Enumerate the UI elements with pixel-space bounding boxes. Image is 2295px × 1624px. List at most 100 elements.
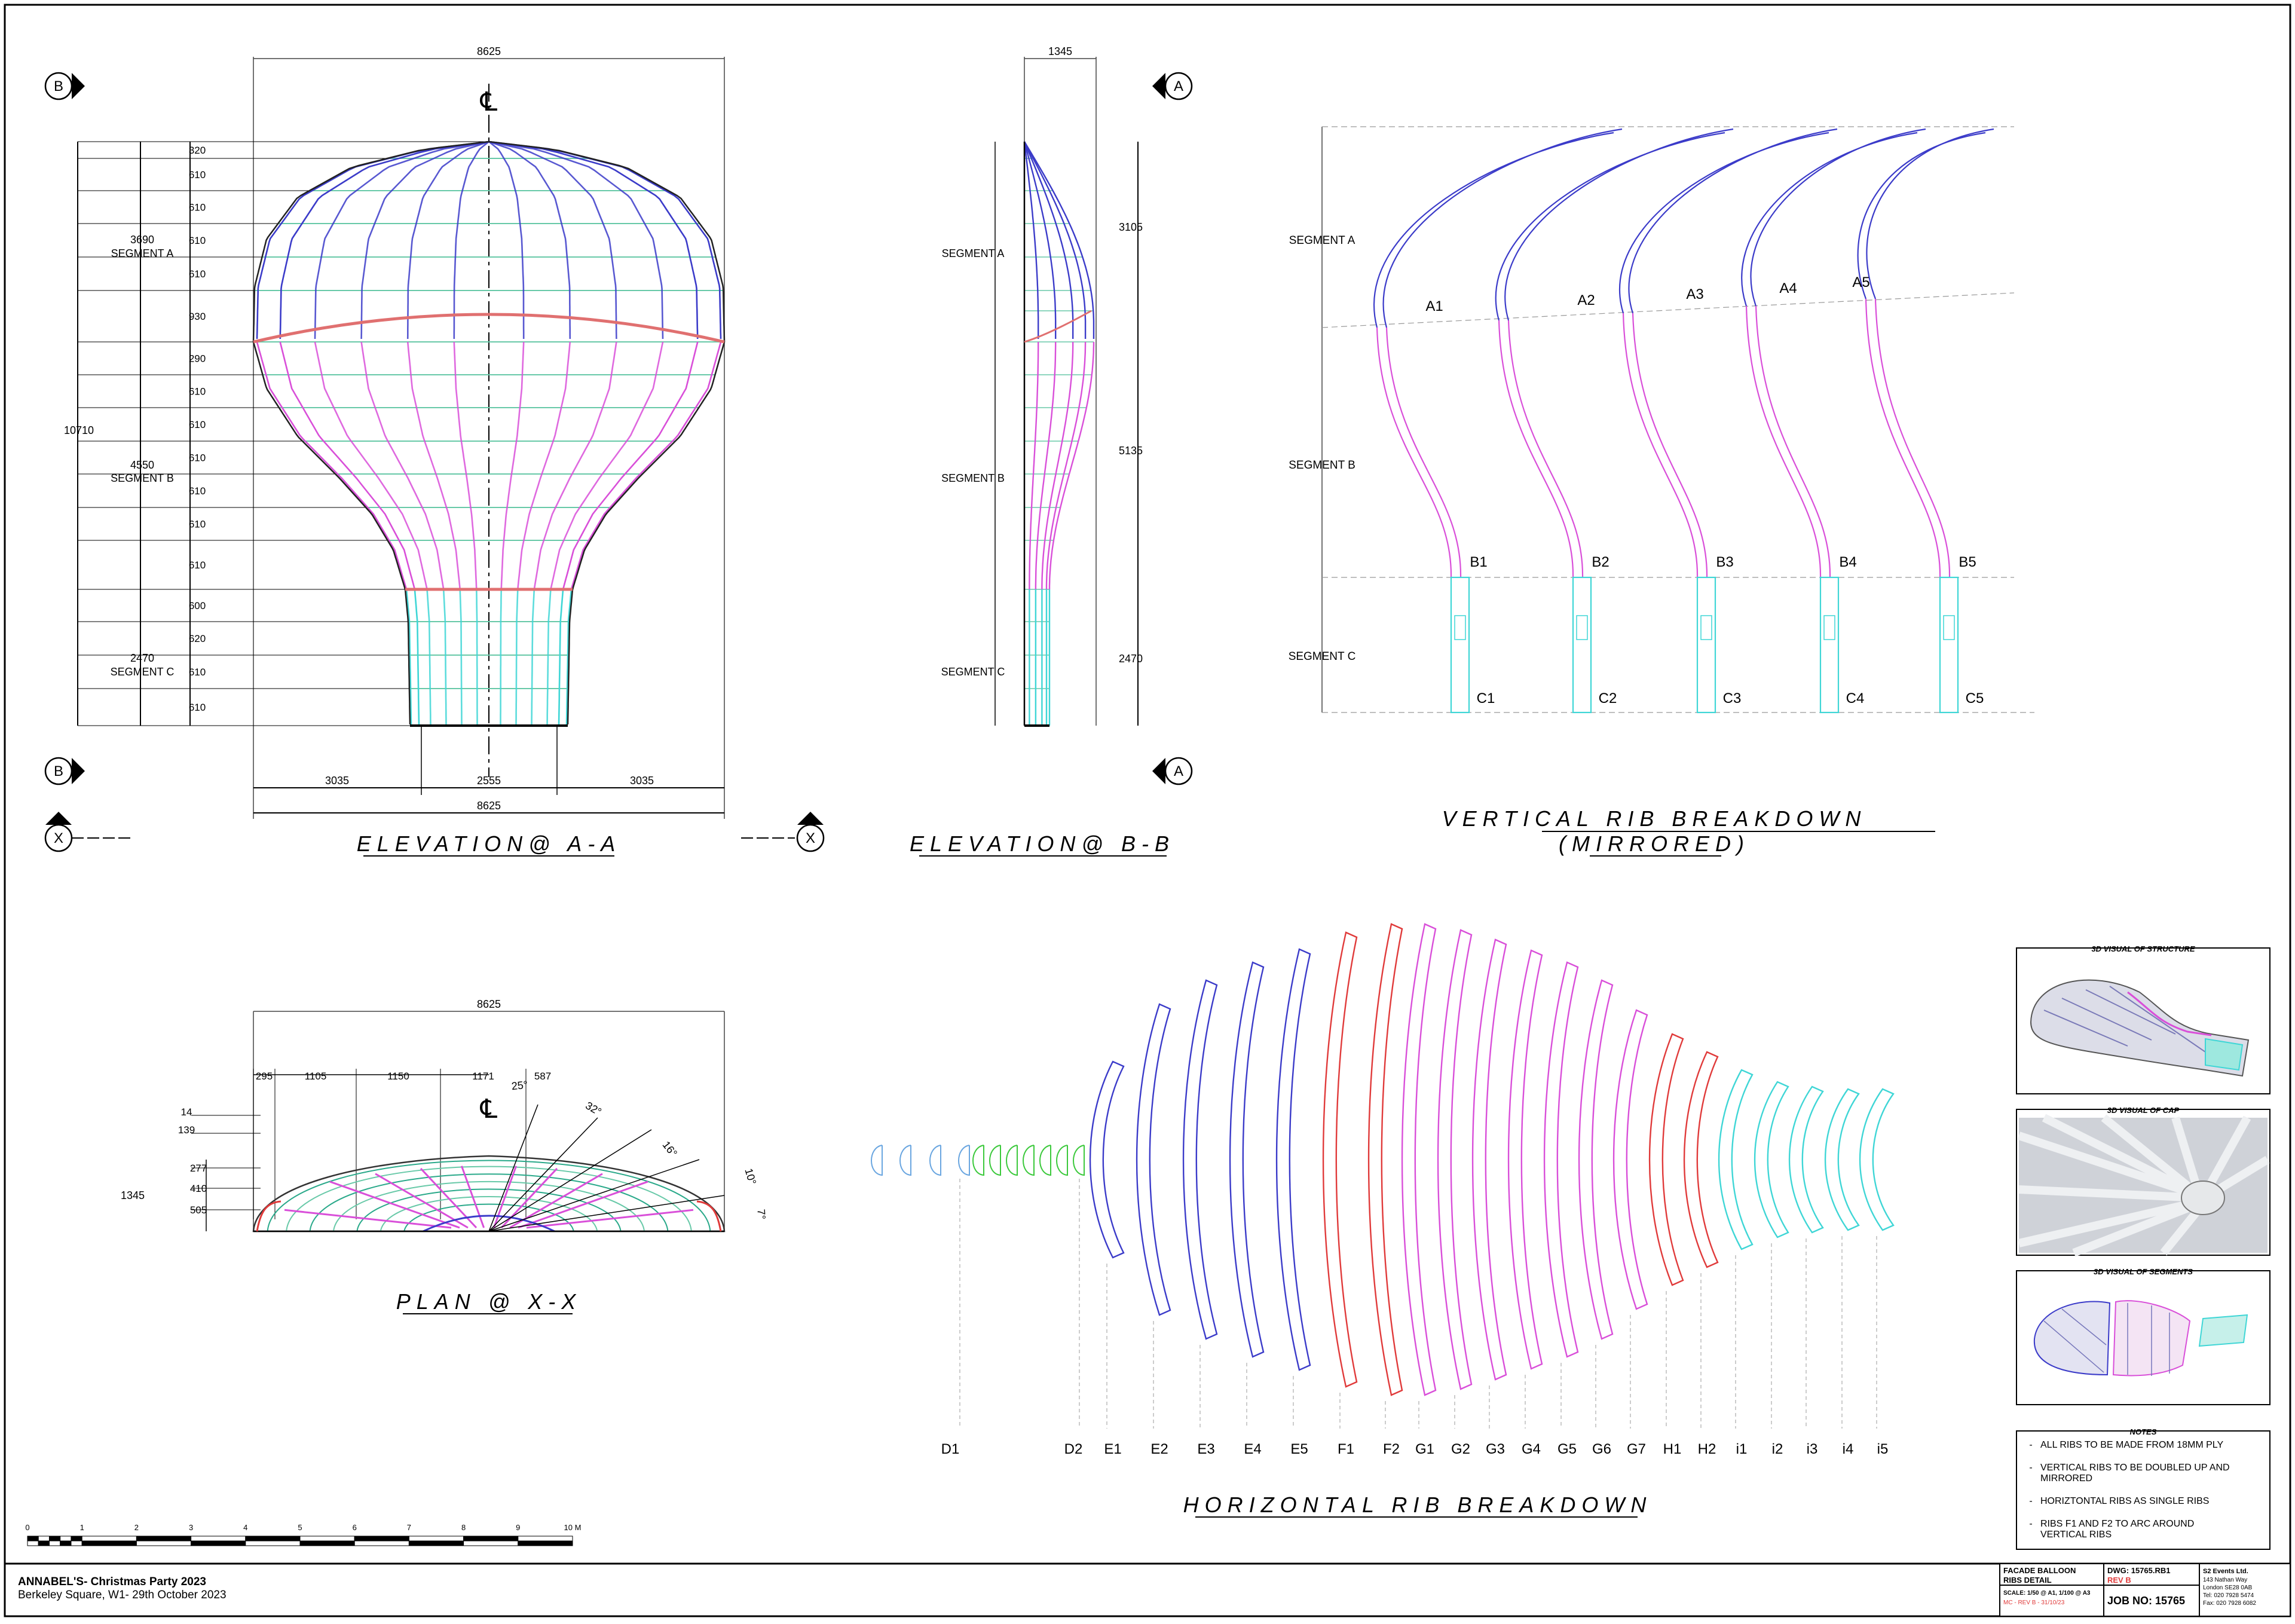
sheet-border	[4, 4, 2291, 1617]
section-marker-a-bottom: A	[1152, 757, 1193, 785]
elevation-aa-row-dim: 610	[189, 559, 206, 571]
plan-horizontal-rib	[309, 1173, 669, 1232]
scale-bar-cell	[48, 1536, 61, 1542]
elevation-aa-vertical-rib	[459, 589, 463, 726]
horizontal-rib-d-piece	[929, 1145, 941, 1176]
vertical-rib-a-edge	[1373, 131, 1614, 328]
elevation-aa-vertical-rib	[406, 341, 461, 590]
plan-angle-ray	[488, 1195, 725, 1232]
section-marker-b-top: B	[44, 72, 85, 100]
plan-span-dim: 1171	[472, 1071, 494, 1082]
horizontal-rib-piece	[1788, 1085, 1824, 1234]
vertical-rib-c-piece	[1696, 576, 1716, 714]
vertical-rib-c-label: C1	[1477, 690, 1495, 707]
vertical-rib-a-edge	[1382, 128, 1623, 328]
horizontal-rib-label: i1	[1736, 1441, 1748, 1457]
scale-bar-tick: 2	[134, 1523, 139, 1532]
elevation-aa-row-dim: 610	[189, 666, 206, 678]
scale-bar-cell	[60, 1536, 72, 1542]
elevation-aa-vertical-rib	[279, 341, 416, 590]
vertical-rib-c-label: C5	[1966, 690, 1984, 707]
plan-vertical-rib	[492, 1166, 518, 1228]
plan-span-dim: 1105	[305, 1071, 327, 1082]
vrib-segment-a: SEGMENT A	[1289, 234, 1355, 247]
plan-angle-label: 7°	[755, 1209, 767, 1220]
vertical-rib-a-edge	[1628, 128, 1838, 314]
visual-structure-panel: 3D VISUAL OF STRUCTURE	[2016, 944, 2270, 1094]
vertical-rib-b-label: B1	[1470, 554, 1487, 570]
plan-span-dim: 295	[256, 1071, 273, 1082]
scale-bar-cell	[71, 1540, 82, 1546]
scale-bar-tick: 6	[353, 1523, 357, 1532]
vertical-rib-b-edge	[1755, 305, 1831, 578]
horizontal-rib-label: G6	[1592, 1441, 1611, 1457]
vertical-rib-c-slot	[1700, 615, 1712, 640]
horizontal-rib-piece	[1182, 979, 1218, 1340]
svg-text:A: A	[1174, 78, 1183, 94]
horizontal-rib-piece	[1824, 1088, 1860, 1231]
vertical-rib-a-label: A2	[1577, 292, 1595, 308]
horizontal-rib-d2-piece	[989, 1145, 1001, 1176]
section-marker-a-top: A	[1152, 72, 1193, 100]
horizontal-rib-piece	[1612, 1009, 1648, 1310]
horizontal-rib-label: E3	[1197, 1441, 1214, 1457]
scale-bar-tick: 3	[189, 1523, 193, 1532]
segment-c-label: SEGMENT C	[111, 666, 175, 678]
scale-bar-tick: 10 M	[564, 1523, 582, 1532]
elevation-aa-vertical-rib	[405, 589, 412, 726]
scale-bar-cell	[81, 1536, 137, 1542]
plan-xx-view: 8625 295 1105 1150 1171 587 1345 ℄ 25° 32° 16°…	[121, 998, 768, 1314]
plan-vertical-rib	[518, 1180, 648, 1229]
drawing-scale: SCALE: 1/50 @ A1, 1/100 @ A3	[2003, 1590, 2091, 1597]
elevation-aa-row-dim: 600	[189, 600, 206, 611]
scale-bar-cell	[245, 1540, 301, 1546]
bottom-span-right: 3035	[630, 775, 654, 787]
svg-text:X: X	[806, 830, 815, 846]
elevation-bb-vertical-rib	[1023, 141, 1095, 339]
elevation-bb-vertical-rib	[1048, 342, 1095, 589]
vertical-rib-c-slot	[1943, 615, 1955, 640]
elevation-aa-vertical-rib	[453, 341, 478, 590]
horizontal-rib-piece	[1437, 929, 1473, 1390]
elevation-aa-row-dim: 610	[189, 202, 206, 213]
horizontal-rib-label: H2	[1698, 1441, 1716, 1457]
plan-vertical-rib	[420, 1167, 478, 1229]
vertical-rib-b-edge	[1498, 320, 1574, 578]
elevation-aa-top-width: 8625	[477, 45, 501, 57]
elevation-aa-vertical-rib	[314, 140, 489, 340]
vrib-title-line2: (MIRRORED)	[1559, 831, 1750, 856]
elevation-aa-row-dim: 610	[189, 169, 206, 181]
visual-panels: 3D VISUAL OF STRUCTURE 3D VISUAL OF CAP …	[2016, 944, 2270, 1550]
vertical-rib-b-edge	[1622, 313, 1699, 578]
elevation-aa-row-dim: 610	[189, 235, 206, 246]
plan-angle-ray	[488, 1129, 652, 1232]
vertical-rib-c-piece	[1939, 576, 1959, 714]
horizontal-rib-piece	[1275, 948, 1311, 1371]
vrib-title-line1: VERTICAL RIB BREAKDOWN	[1442, 806, 1867, 831]
svg-text:A: A	[1174, 763, 1183, 779]
elevation-aa-vertical-rib	[453, 140, 489, 339]
plan-left-dim: 139	[178, 1124, 195, 1136]
scale-bar-cell	[463, 1540, 519, 1546]
scale-bar-cell	[27, 1536, 39, 1542]
horizontal-rib-piece	[1322, 931, 1358, 1388]
scale-bar-tick: 0	[25, 1523, 29, 1532]
vertical-rib-c-label: C3	[1723, 690, 1742, 707]
note-item: RIBS F1 AND F2 TO ARC AROUND VERTICAL RIB…	[2040, 1519, 2194, 1540]
scale-bar-cell	[38, 1536, 50, 1542]
horizontal-rib-label: G5	[1557, 1441, 1577, 1457]
elevation-aa-vertical-rib	[546, 589, 552, 726]
plan-vertical-rib	[329, 1180, 460, 1229]
elevation-aa-vertical-rib	[360, 341, 445, 590]
scale-bar: 0 1 2 3 4 5 6 7 8 9 10 M	[25, 1523, 581, 1546]
scale-bar-tick: 9	[516, 1523, 520, 1532]
scale-bar-tick: 1	[80, 1523, 84, 1532]
elevation-aa-row-dim: 610	[189, 452, 206, 464]
elevation-bb-seg-a-label: SEGMENT A	[942, 247, 1005, 259]
note-item: ALL RIBS TO BE MADE FROM 18MM PLY	[2040, 1440, 2223, 1450]
horizontal-rib-d2-piece	[1023, 1145, 1035, 1176]
note-bullet: -	[2029, 1440, 2032, 1450]
elevation-bb-seg-a-dim: 3105	[1119, 221, 1143, 233]
plan-vertical-rib	[284, 1209, 452, 1229]
